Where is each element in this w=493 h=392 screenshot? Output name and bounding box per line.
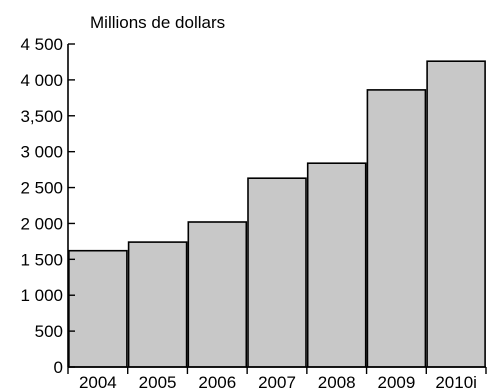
bar-2008 (306, 162, 367, 368)
bar-2010i (426, 60, 486, 368)
y-axis: 0 500 1 000 1 500 2 000 2 500 3 000 3,500 4 000 4… (20, 35, 75, 377)
x-axis: 2004 2005 2006 2007 2008 2009 2010i (67, 366, 487, 392)
x-tick-label-2010i: 2010i (435, 373, 477, 392)
y-tick-label: 2 000 (20, 214, 63, 233)
x-tick-label-2009: 2009 (378, 373, 416, 392)
x-tick-label-2007: 2007 (258, 373, 296, 392)
y-tick-label: 3 000 (20, 143, 63, 162)
y-tick-label: 2 500 (20, 179, 63, 198)
bar-2009 (366, 89, 427, 368)
x-tick-label-2005: 2005 (139, 373, 177, 392)
y-tick-label: 4 000 (20, 71, 63, 90)
bar-2005 (127, 241, 188, 368)
y-tick-label: 1 500 (20, 250, 63, 269)
y-axis-unit-label: Millions de dollars (90, 13, 225, 32)
y-tick-label: 3,500 (20, 107, 63, 126)
x-tick-label-2004: 2004 (79, 373, 117, 392)
y-tick-label: 1 000 (20, 286, 63, 305)
y-tick-label: 0 (54, 358, 63, 377)
y-tick-label: 4 500 (20, 35, 63, 54)
bar-2006 (187, 221, 248, 368)
bar-2007 (247, 177, 307, 368)
y-tick-label: 500 (35, 322, 63, 341)
x-tick-label-2006: 2006 (198, 373, 236, 392)
x-tick-label-2008: 2008 (318, 373, 356, 392)
bars-group (68, 60, 486, 368)
bar-2004 (68, 249, 128, 368)
